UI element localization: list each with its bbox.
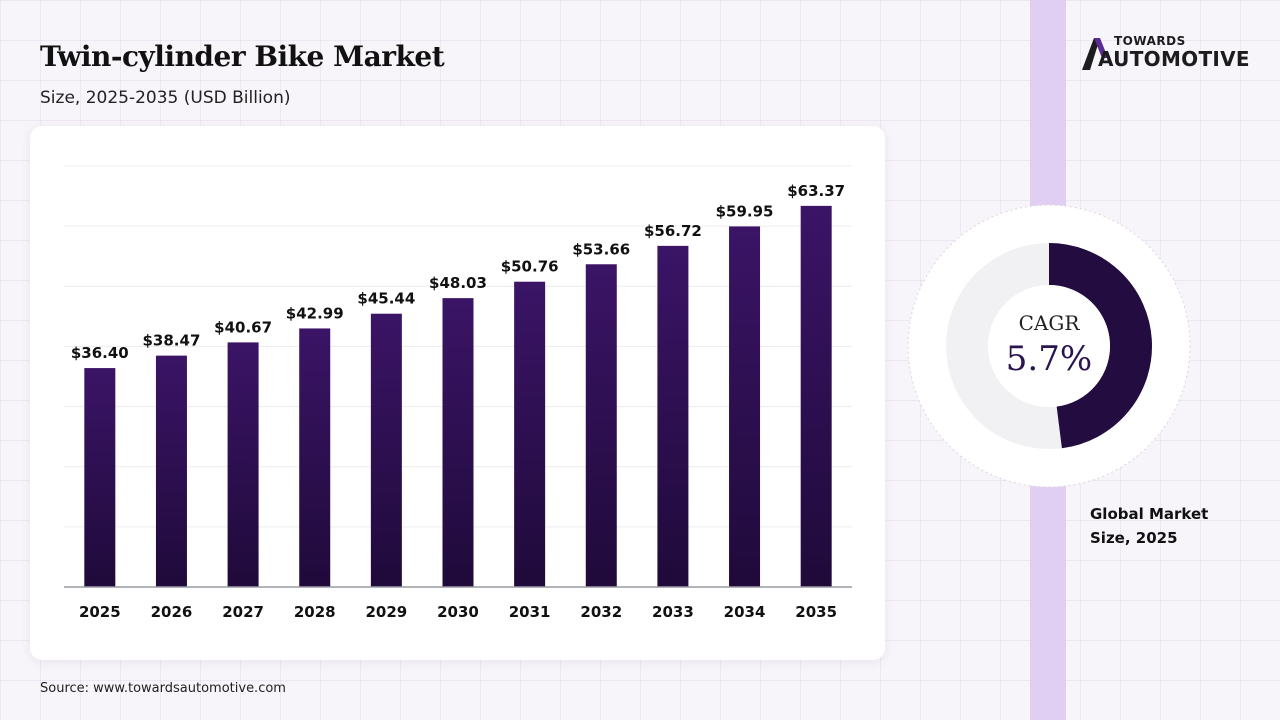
bar-2032	[585, 264, 617, 587]
bar-2028	[299, 328, 331, 587]
bar-2029	[370, 313, 402, 587]
chart-card: $36.40 2025 $38.47 2026 $40.67 2027 $42.99 2028…	[30, 126, 885, 660]
x-tick-2035: 2035	[795, 603, 837, 621]
data-label-2028: $42.99	[286, 304, 344, 322]
bar-2027	[227, 342, 259, 587]
donut-center	[988, 285, 1110, 407]
x-tick-2025: 2025	[79, 603, 121, 621]
data-label-2033: $56.72	[644, 222, 702, 240]
x-tick-2033: 2033	[652, 603, 694, 621]
logo-text-bottom: AUTOMOTIVE	[1098, 47, 1250, 71]
data-label-2032: $53.66	[572, 240, 630, 258]
chart-title: Twin-cylinder Bike Market	[40, 40, 445, 73]
data-label-2026: $38.47	[143, 332, 201, 350]
data-label-2027: $40.67	[214, 318, 272, 336]
bar-chart: $36.40 2025 $38.47 2026 $40.67 2027 $42.99 2028…	[64, 165, 852, 621]
bar-2035	[800, 205, 832, 587]
x-tick-2030: 2030	[437, 603, 479, 621]
chart-subtitle: Size, 2025-2035 (USD Billion)	[40, 88, 291, 108]
cagr-value: 5.7%	[1006, 339, 1092, 379]
x-tick-2027: 2027	[222, 603, 264, 621]
data-label-2031: $50.76	[501, 258, 559, 276]
bar-2025	[84, 368, 116, 587]
global-market-label: Global Market Size, 2025	[1090, 505, 1209, 547]
x-tick-2034: 2034	[724, 603, 766, 621]
bar-2034	[729, 226, 761, 587]
cagr-label: CAGR	[1019, 311, 1081, 335]
data-label-2029: $45.44	[357, 290, 415, 308]
data-label-2030: $48.03	[429, 274, 487, 292]
bar-2031	[514, 281, 546, 587]
donut-filled-arc	[1048, 243, 1152, 449]
x-tick-2028: 2028	[294, 603, 336, 621]
logo-text-top: TOWARDS	[1114, 34, 1186, 48]
x-tick-2029: 2029	[365, 603, 407, 621]
logo-mark-icon	[1082, 38, 1108, 70]
source-note: Source: www.towardsautomotive.com	[40, 681, 286, 696]
x-tick-2032: 2032	[580, 603, 622, 621]
cagr-donut: CAGR 5.7%	[907, 204, 1191, 488]
x-tick-2031: 2031	[509, 603, 551, 621]
data-label-2034: $59.95	[716, 202, 774, 220]
x-tick-2026: 2026	[151, 603, 193, 621]
bar-2026	[155, 355, 187, 587]
brand-logo: TOWARDS AUTOMOTIVE	[1080, 34, 1252, 74]
data-label-2025: $36.40	[71, 344, 129, 362]
bar-2033	[657, 245, 689, 587]
bar-2030	[442, 298, 474, 587]
data-label-2035: $63.37	[787, 182, 845, 200]
